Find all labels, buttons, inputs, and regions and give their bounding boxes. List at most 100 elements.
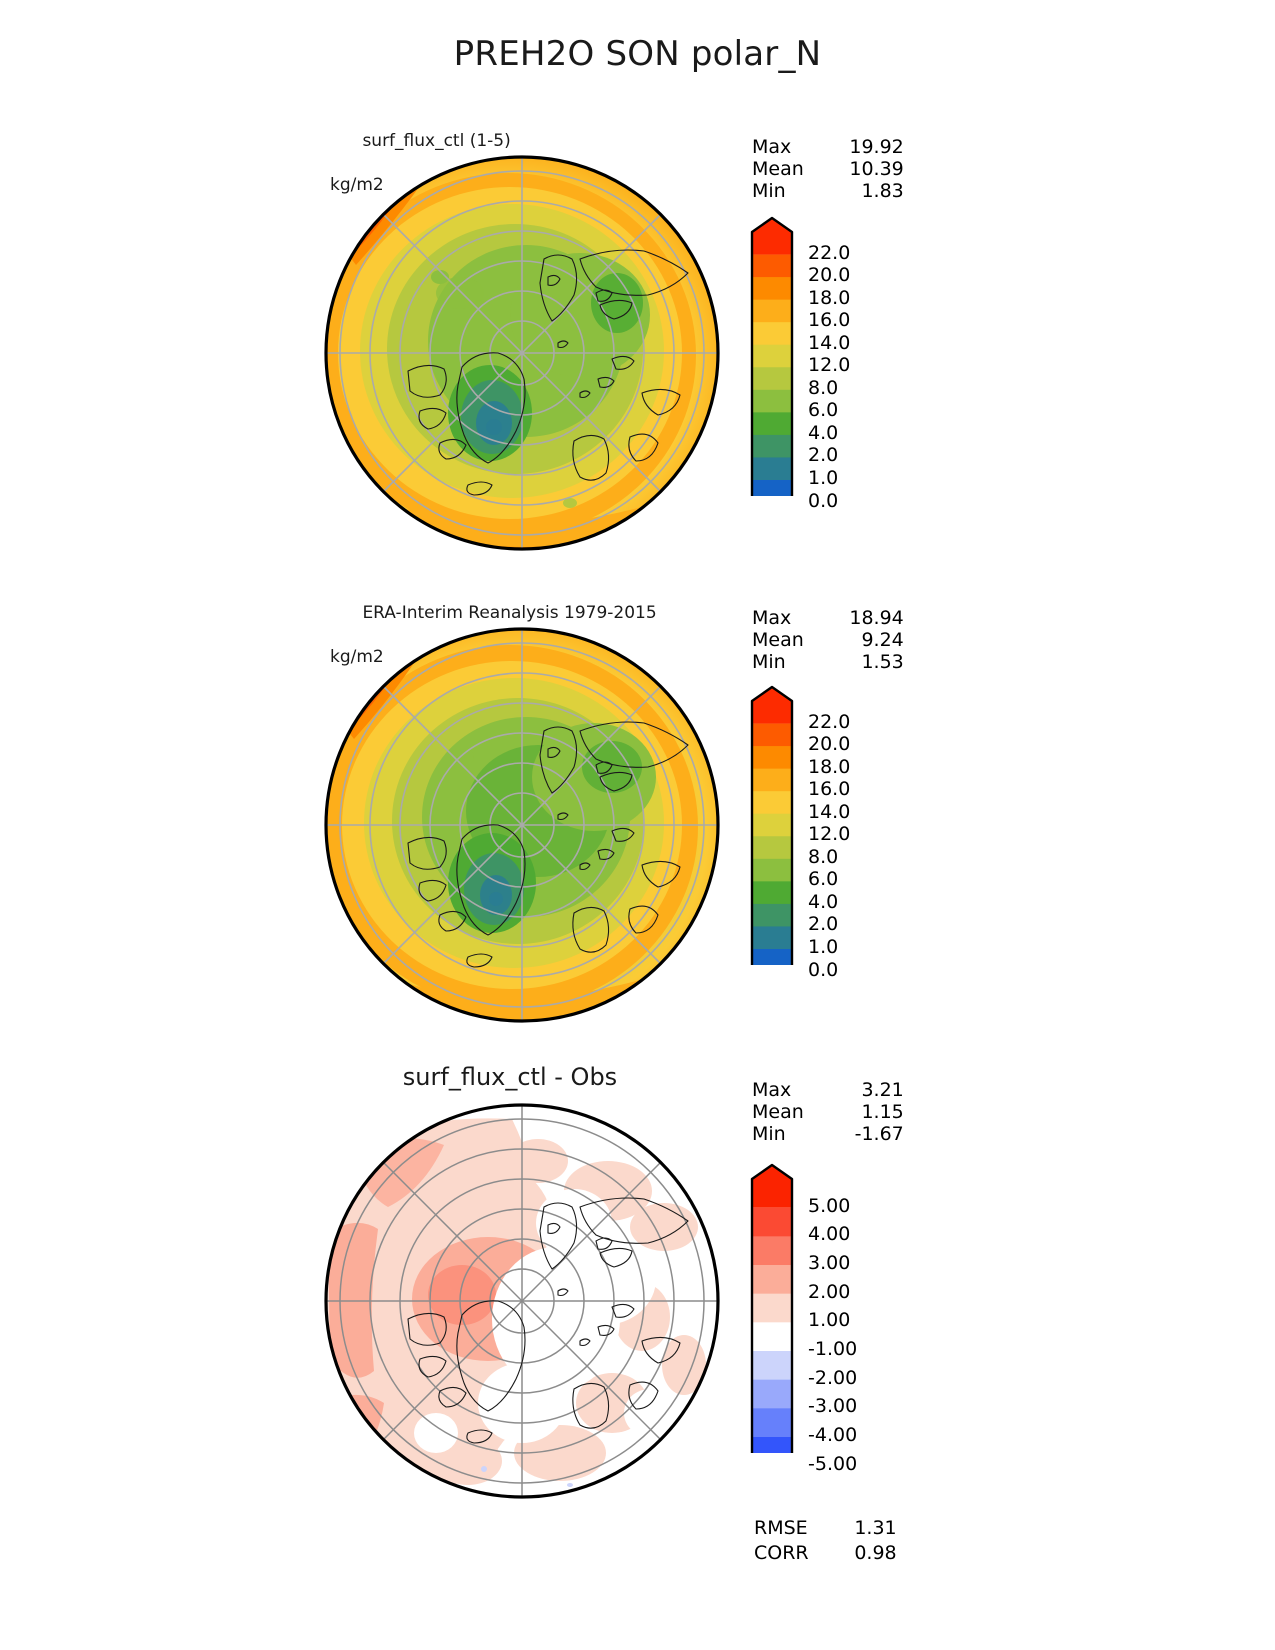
colorbar-tick-label: -5.00 xyxy=(808,1452,858,1475)
stat-value: 19.92 xyxy=(849,136,904,158)
colorbar-model[interactable] xyxy=(742,216,802,543)
footer-stat-row: CORR 0.98 xyxy=(754,1542,897,1565)
figure-title: PREH2O SON polar_N xyxy=(453,34,822,74)
stat-row: Min 1.83 xyxy=(752,180,904,202)
colorbar-tick-label: 6.0 xyxy=(808,399,839,422)
stat-row: Min -1.67 xyxy=(752,1123,904,1145)
colorbar-tick-label: -2.00 xyxy=(808,1366,858,1389)
colorbar-model-labels: 22.0 20.0 18.0 16.0 14.0 12.0 8.0 6.0 4.0 2.0 1.0 0… xyxy=(808,216,898,510)
panel-obs-units: kg/m2 xyxy=(330,647,384,667)
colorbar-tick-label: 1.0 xyxy=(808,936,839,958)
footer-stat-value: 0.98 xyxy=(854,1542,897,1564)
stat-label: Mean xyxy=(752,1101,804,1123)
panel-obs-header: ERA-Interim Reanalysis 1979-2015 kg/m2 xyxy=(330,580,657,712)
colorbar-tick-label: -4.00 xyxy=(808,1424,858,1446)
colorbar-tick-label: -1.00 xyxy=(808,1338,858,1360)
stat-value: 18.94 xyxy=(849,607,904,629)
colorbar-tick-label: 2.00 xyxy=(808,1280,851,1303)
colorbar-diff-svg xyxy=(750,1163,794,1512)
colorbar-tick-label: 8.0 xyxy=(808,376,839,399)
colorbar-model-svg xyxy=(750,216,794,543)
colorbar-diff[interactable] xyxy=(742,1163,802,1512)
stat-row: Mean 10.39 xyxy=(752,158,904,180)
stat-row: Min 1.53 xyxy=(752,651,904,673)
colorbar-tick-label: 4.0 xyxy=(808,890,839,913)
stat-value: 1.15 xyxy=(861,1101,904,1123)
colorbar-tick-label: 18.0 xyxy=(808,755,851,778)
stat-row: Max 18.94 xyxy=(752,607,904,629)
panel-diff: surf_flux_ctl - Obs xyxy=(0,1055,1275,1650)
colorbar-tick-label: 12.0 xyxy=(808,354,851,377)
panel-obs-title: ERA-Interim Reanalysis 1979-2015 xyxy=(362,603,657,623)
panel-diff-title: surf_flux_ctl - Obs xyxy=(402,1063,618,1091)
stat-value: 10.39 xyxy=(849,158,904,180)
colorbar-tick-label: 3.00 xyxy=(808,1252,851,1274)
colorbar-obs-svg xyxy=(750,685,794,1012)
colorbar-tick-label: 14.0 xyxy=(808,331,851,354)
colorbar-tick-label: 2.0 xyxy=(808,913,839,936)
stat-value: 3.21 xyxy=(861,1079,904,1101)
stat-row: Max 3.21 xyxy=(752,1079,904,1101)
colorbar-tick-label: 22.0 xyxy=(808,710,851,733)
colorbar-tick-label: 1.0 xyxy=(808,467,839,489)
panel-model: surf_flux_ctl (1-5) kg/m2 xyxy=(0,0,1275,560)
colorbar-diff-labels: 5.00 4.00 3.00 2.00 1.00 -1.00 -2.00 -3.00 -4.00… xyxy=(808,1163,908,1473)
footer-stat-row: RMSE 1.31 xyxy=(754,1517,897,1540)
colorbar-tick-label: 22.0 xyxy=(808,241,851,264)
stat-label: Min xyxy=(752,651,786,673)
colorbar-tick-label: 6.0 xyxy=(808,868,839,891)
stat-label: Max xyxy=(752,1079,792,1101)
map-obs-coastlines xyxy=(407,677,709,968)
colorbar-tick-label: 20.0 xyxy=(808,264,851,287)
colorbar-tick-label: 4.0 xyxy=(808,421,839,444)
colorbar-obs-labels: 22.0 20.0 18.0 16.0 14.0 12.0 8.0 6.0 4.0 2.0 1.0 0… xyxy=(808,685,898,979)
footer-stat-label: CORR xyxy=(754,1542,809,1564)
panel-model-stats: Max 19.92 Mean 10.39 Min 1.83 xyxy=(752,136,904,202)
panel-diff-stats: Max 3.21 Mean 1.15 Min -1.67 xyxy=(752,1079,904,1145)
stat-label: Max xyxy=(752,136,792,158)
stat-row: Mean 1.15 xyxy=(752,1101,904,1123)
panel-obs-stats: Max 18.94 Mean 9.24 Min 1.53 xyxy=(752,607,904,673)
map-obs-boundary xyxy=(324,627,720,1023)
colorbar-tick-label: 20.0 xyxy=(808,733,851,756)
stat-label: Max xyxy=(752,607,792,629)
stat-value: -1.67 xyxy=(854,1123,904,1145)
colorbar-tick-label: 8.0 xyxy=(808,845,839,868)
panel-model-header: surf_flux_ctl (1-5) kg/m2 xyxy=(330,108,511,240)
colorbar-tick-label: 16.0 xyxy=(808,778,851,801)
stat-label: Mean xyxy=(752,629,804,651)
colorbar-tick-label: 0.0 xyxy=(808,958,839,981)
colorbar-tick-label: 12.0 xyxy=(808,823,851,846)
map-obs-graticule xyxy=(326,629,718,1021)
map-model[interactable] xyxy=(312,155,732,555)
map-diff[interactable] xyxy=(312,1103,732,1503)
map-model-coastlines xyxy=(407,205,709,496)
map-diff-graticule xyxy=(326,1105,718,1497)
colorbar-tick-label: 18.0 xyxy=(808,286,851,309)
stat-label: Min xyxy=(752,1123,786,1145)
stat-value: 1.83 xyxy=(861,180,904,202)
stat-row: Max 19.92 xyxy=(752,136,904,158)
panel-model-title: surf_flux_ctl (1-5) xyxy=(362,131,511,151)
map-diff-boundary xyxy=(324,1103,720,1499)
colorbar-tick-label: 0.0 xyxy=(808,489,839,512)
panel-diff-footer-stats: RMSE 1.31 CORR 0.98 xyxy=(752,1515,899,1567)
footer-stat-label: RMSE xyxy=(754,1517,808,1539)
map-diff-coastlines xyxy=(407,1153,709,1444)
colorbar-tick-label: 14.0 xyxy=(808,800,851,823)
panel-obs: ERA-Interim Reanalysis 1979-2015 kg/m2 xyxy=(0,555,1275,1060)
stat-value: 9.24 xyxy=(861,629,904,651)
stat-label: Min xyxy=(752,180,786,202)
map-obs[interactable] xyxy=(312,627,732,1027)
colorbar-tick-label: -3.00 xyxy=(808,1395,858,1418)
colorbar-tick-label: 1.00 xyxy=(808,1309,851,1332)
colorbar-obs[interactable] xyxy=(742,685,802,1012)
map-model-boundary xyxy=(324,155,720,551)
panel-model-units: kg/m2 xyxy=(330,175,384,195)
colorbar-tick-label: 2.0 xyxy=(808,444,839,467)
footer-stat-value: 1.31 xyxy=(854,1517,897,1539)
stat-value: 1.53 xyxy=(861,651,904,673)
colorbar-tick-label: 16.0 xyxy=(808,309,851,332)
colorbar-tick-label: 4.00 xyxy=(808,1223,851,1246)
